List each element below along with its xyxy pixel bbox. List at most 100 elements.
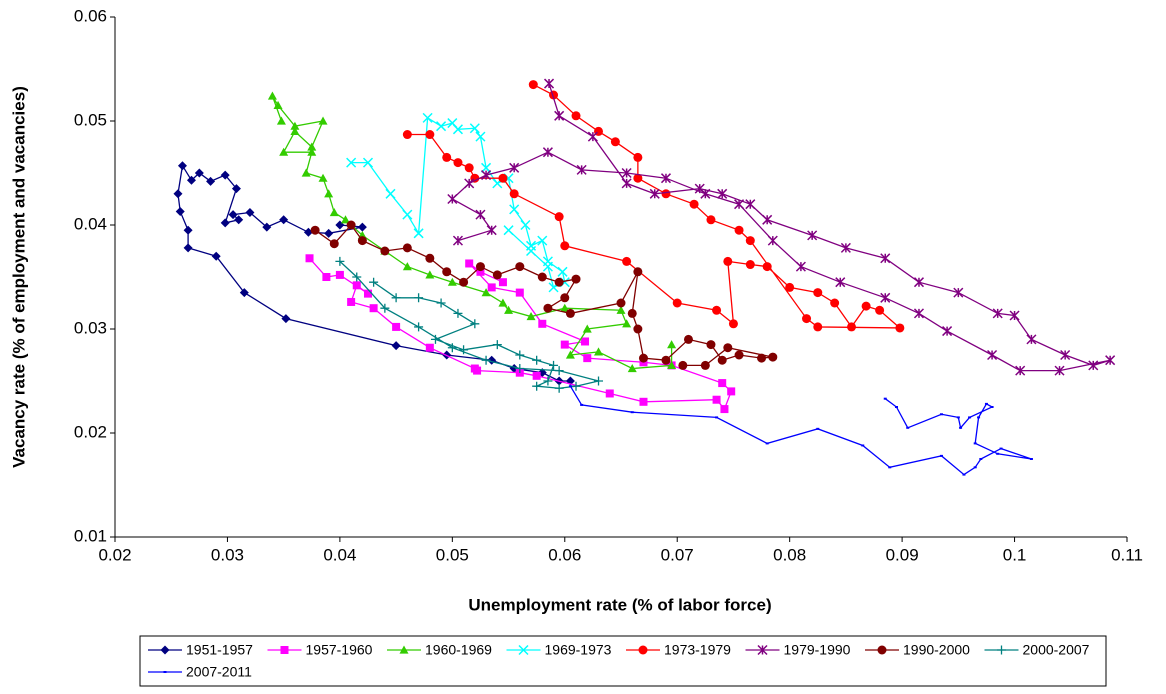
marker <box>352 281 361 290</box>
marker <box>447 193 458 205</box>
marker <box>627 308 637 318</box>
marker <box>537 235 548 246</box>
marker <box>318 173 328 182</box>
marker <box>1054 365 1065 376</box>
marker <box>532 381 542 391</box>
marker <box>173 189 183 199</box>
marker <box>364 289 372 298</box>
marker <box>515 364 525 374</box>
x-tick-label: 0.04 <box>323 545 356 564</box>
marker <box>231 184 241 194</box>
marker <box>357 236 367 246</box>
x-tick-label: 0.07 <box>661 545 694 564</box>
marker <box>163 671 167 673</box>
marker <box>683 334 693 344</box>
marker <box>762 214 773 225</box>
marker <box>560 293 570 303</box>
x-tick-label: 0.05 <box>436 545 469 564</box>
marker <box>580 403 584 406</box>
marker <box>186 175 196 185</box>
marker <box>538 319 547 328</box>
marker <box>543 376 553 386</box>
x-tick-label: 0.02 <box>98 545 131 564</box>
marker <box>723 343 733 353</box>
marker <box>861 301 871 311</box>
marker <box>453 308 463 318</box>
marker <box>571 111 581 121</box>
marker <box>239 288 249 298</box>
marker <box>717 355 727 365</box>
marker <box>939 413 943 416</box>
marker <box>745 260 755 270</box>
marker <box>341 215 351 224</box>
marker <box>554 212 564 222</box>
marker <box>436 298 446 308</box>
y-tick-label: 0.05 <box>74 110 107 129</box>
marker <box>352 272 362 282</box>
legend-label: 1960-1969 <box>425 642 492 658</box>
marker <box>894 406 898 408</box>
marker <box>481 355 491 365</box>
marker <box>362 157 374 168</box>
marker <box>498 173 508 183</box>
legend-label: 2000-2007 <box>1023 642 1090 658</box>
marker <box>475 262 485 272</box>
marker <box>442 152 452 162</box>
series-line <box>569 385 1032 476</box>
marker <box>667 360 677 369</box>
marker <box>1105 355 1116 366</box>
marker <box>211 251 221 261</box>
marker <box>481 288 491 297</box>
marker <box>745 199 756 210</box>
marker <box>554 383 564 393</box>
marker <box>504 305 514 314</box>
y-tick-label: 0.01 <box>74 526 107 545</box>
marker <box>177 161 187 171</box>
marker <box>183 225 193 235</box>
marker <box>571 381 581 391</box>
marker <box>515 350 525 360</box>
marker <box>329 208 339 217</box>
marker <box>526 245 537 257</box>
marker <box>369 277 379 287</box>
marker <box>720 405 729 414</box>
marker <box>877 645 887 655</box>
legend-label: 1973-1979 <box>664 642 731 658</box>
marker <box>305 254 314 263</box>
marker <box>399 645 409 654</box>
marker <box>557 266 568 277</box>
marker <box>728 319 738 329</box>
marker <box>346 157 357 168</box>
marker <box>830 298 840 308</box>
marker <box>430 334 440 344</box>
marker <box>565 308 575 318</box>
marker <box>267 91 277 100</box>
marker <box>245 208 255 218</box>
marker <box>503 225 514 236</box>
marker <box>459 277 469 287</box>
marker <box>290 126 300 135</box>
marker <box>571 274 581 284</box>
marker <box>392 322 401 331</box>
marker <box>1015 365 1026 376</box>
marker <box>913 308 925 319</box>
marker <box>560 340 569 349</box>
marker <box>672 298 682 308</box>
marker <box>582 324 592 333</box>
marker <box>942 326 953 337</box>
marker <box>813 322 823 332</box>
marker <box>532 371 541 380</box>
marker <box>234 215 244 225</box>
series <box>568 385 1033 476</box>
marker <box>565 350 575 359</box>
legend-label: 1969-1973 <box>545 642 612 658</box>
marker <box>959 426 963 429</box>
marker <box>554 366 564 376</box>
legend-label: 1990-2000 <box>903 642 970 658</box>
marker <box>537 272 547 282</box>
marker <box>627 364 637 373</box>
series <box>447 78 1116 376</box>
marker <box>175 206 185 216</box>
marker <box>785 282 795 292</box>
marker <box>813 288 823 298</box>
